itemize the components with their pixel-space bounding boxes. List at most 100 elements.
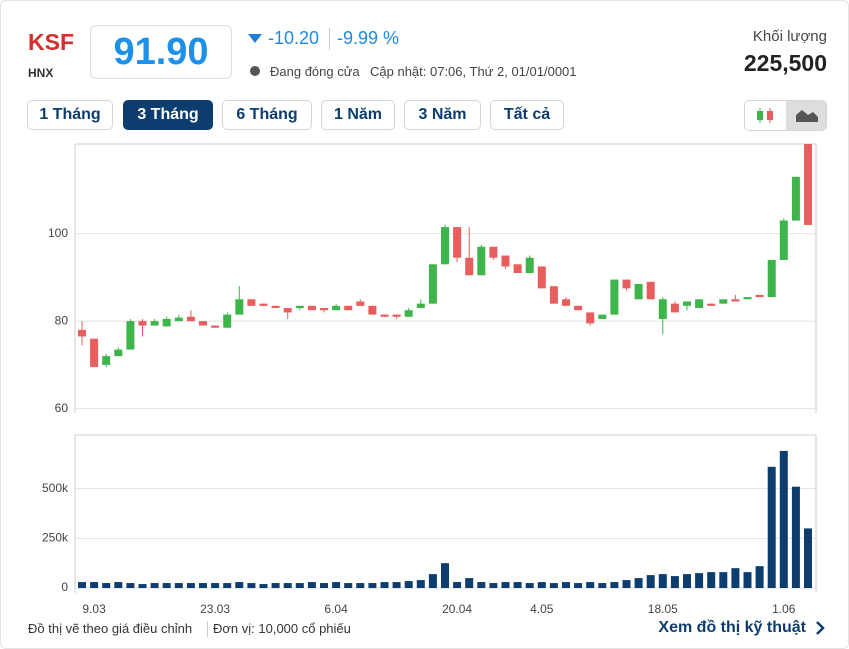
volume-bar xyxy=(670,576,679,589)
candle-body xyxy=(162,318,171,327)
volume-bar xyxy=(235,582,244,589)
volume-bar xyxy=(767,466,776,589)
candle-body xyxy=(574,305,583,311)
candle-body xyxy=(755,294,764,298)
y-tick-label: 60 xyxy=(55,401,69,415)
chevron[interactable] xyxy=(814,620,826,636)
tab[interactable]: 1 Năm xyxy=(321,100,395,130)
candle-body xyxy=(537,266,546,289)
volume-bar xyxy=(392,582,401,589)
tab[interactable]: 3 Tháng xyxy=(123,100,213,130)
candle-body xyxy=(114,349,123,357)
volume-bar xyxy=(719,572,728,589)
volume-bar xyxy=(731,568,740,589)
candle-body xyxy=(211,325,220,328)
volume-bar xyxy=(755,566,764,589)
candle-body xyxy=(525,257,534,274)
volume-bar xyxy=(779,450,788,589)
candle-body xyxy=(622,279,631,289)
volume-bar xyxy=(295,583,304,589)
candle-body xyxy=(247,299,256,306)
technical-link[interactable]: Xem đồ thị kỹ thuật xyxy=(658,619,806,636)
candle-body xyxy=(283,308,292,313)
volume-bar xyxy=(707,572,716,589)
x-tick-label: 4.05 xyxy=(530,602,554,616)
candle-body xyxy=(126,321,135,350)
volume-bar xyxy=(307,582,316,589)
volume-bar xyxy=(549,583,558,589)
x-tick-label: 9.03 xyxy=(82,602,106,616)
volume-bar xyxy=(259,584,268,589)
candle-body xyxy=(90,338,99,368)
x-tick-label: 1.06 xyxy=(772,602,796,616)
volume-bar xyxy=(525,583,534,589)
footer-note: Đồ thị vẽ theo giá điều chỉnh xyxy=(28,621,193,636)
tab[interactable]: 1 Tháng xyxy=(27,100,113,130)
candle-body xyxy=(368,305,377,315)
volume-bar xyxy=(416,580,425,589)
candle-body xyxy=(731,299,740,302)
volume-bar xyxy=(102,583,111,589)
volume-bar xyxy=(610,582,619,589)
volume-label: Khối lượng xyxy=(752,28,827,45)
separator xyxy=(329,28,330,50)
updated: Cập nhật: 07:06, Thứ 2, 01/01/0001 xyxy=(370,64,577,79)
volume-bar xyxy=(126,583,135,589)
candle-body xyxy=(549,286,558,304)
candle-toggle[interactable] xyxy=(745,101,786,130)
volume-bar xyxy=(404,581,413,589)
volume-bar xyxy=(804,528,812,589)
candle-body xyxy=(670,303,679,313)
volume-bar xyxy=(513,582,522,589)
status-dot xyxy=(250,66,260,76)
price: 91.90 xyxy=(90,25,232,79)
candle-body xyxy=(356,301,365,306)
volume-bar xyxy=(622,580,631,589)
volume-bar xyxy=(223,583,232,589)
volume-bar xyxy=(634,578,643,589)
x-tick-label: 23.03 xyxy=(200,602,230,616)
y-tick-label: 0 xyxy=(61,580,68,594)
y-tick-label: 500k xyxy=(42,481,69,495)
volume-bar xyxy=(150,583,159,589)
candle-body xyxy=(78,329,86,337)
candle-body xyxy=(489,246,498,258)
volume-bar xyxy=(138,584,147,589)
volume-bar xyxy=(162,583,171,589)
candle-body xyxy=(695,299,704,309)
volume-bar xyxy=(174,583,183,589)
volume-bar xyxy=(247,583,256,589)
status: Đang đóng cửa xyxy=(270,64,360,79)
y-tick-label: 80 xyxy=(55,313,69,327)
candle-body xyxy=(199,321,207,326)
tab[interactable]: 6 Tháng xyxy=(222,100,312,130)
footer-unit: Đơn vị: 10,000 cổ phiếu xyxy=(213,621,351,636)
candle-body xyxy=(259,303,268,306)
volume-bar xyxy=(344,583,353,589)
tab[interactable]: 3 Năm xyxy=(404,100,481,130)
volume-bar xyxy=(90,582,99,589)
candle-body xyxy=(174,317,183,322)
volume-bar xyxy=(562,582,570,589)
tab[interactable]: Tất cả xyxy=(490,100,564,130)
candle-body xyxy=(102,356,111,365)
area-toggle[interactable] xyxy=(786,101,827,130)
candle-body xyxy=(380,314,389,317)
candle-body xyxy=(465,257,474,276)
candle-body xyxy=(707,303,716,306)
x-tick-label: 20.04 xyxy=(442,602,472,616)
candle-body xyxy=(477,246,486,276)
volume-bar xyxy=(465,578,474,589)
volume-bar xyxy=(356,583,365,589)
volume-bar xyxy=(598,583,607,589)
volume-bar xyxy=(791,486,800,589)
candle-body xyxy=(344,305,353,311)
candle-body xyxy=(453,227,462,258)
candle-body xyxy=(683,301,691,306)
volume-bar xyxy=(114,582,123,589)
volume-bar xyxy=(477,582,486,589)
x-tick-label: 18.05 xyxy=(648,602,678,616)
volume-bar xyxy=(574,583,583,589)
volume-bar xyxy=(501,582,510,589)
chart: 60 80 100 0 250k 500k 9.03 23.03 6.04 20.04 4.05 18… xyxy=(42,143,817,616)
